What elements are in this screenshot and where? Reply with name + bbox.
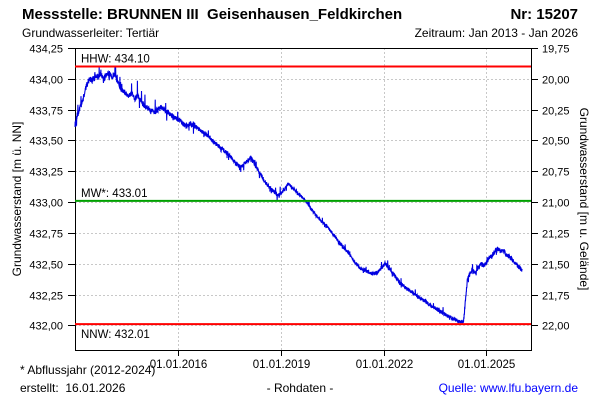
y-left-tick-label: 433,25 — [29, 167, 63, 179]
y-left-tick-label: 433,75 — [29, 106, 63, 118]
groundwater-series-line — [74, 66, 523, 325]
aquifer-label: Grundwasserleiter: Tertiär — [22, 26, 160, 40]
y-left-tick-label: 434,25 — [29, 44, 63, 56]
y-left-tick-label: 432,00 — [29, 321, 63, 333]
x-tick-label: 01.01.2019 — [253, 359, 311, 371]
nnw-reference-label: NNW: 432.01 — [81, 329, 150, 341]
y-right-tick-label: 21,50 — [542, 260, 570, 272]
mw-reference-label: MW*: 433.01 — [81, 188, 147, 200]
hhw-reference-label: HHW: 434.10 — [81, 53, 150, 65]
y-left-tick-label: 434,00 — [29, 75, 63, 87]
y-left-tick-label: 433,50 — [29, 136, 63, 148]
x-tick-label: 01.01.2016 — [150, 359, 208, 371]
period-label: Zeitraum: Jan 2013 - Jan 2026 — [414, 26, 578, 40]
y-right-tick-label: 20,25 — [542, 106, 570, 118]
y-right-tick-label: 22,00 — [542, 321, 570, 333]
x-tick-label: 01.01.2025 — [458, 359, 516, 371]
y-left-tick-label: 432,75 — [29, 229, 63, 241]
created-date: erstellt: 16.01.2026 — [20, 381, 126, 395]
y-right-tick-label: 20,00 — [542, 75, 570, 87]
y-right-tick-label: 21,75 — [542, 291, 570, 303]
page-title: Messstelle: BRUNNEN III Geisenhausen_Fel… — [22, 6, 403, 23]
y-right-tick-label: 20,50 — [542, 136, 570, 148]
data-type-label: - Rohdaten - — [266, 381, 334, 395]
station-number: Nr: 15207 — [510, 6, 578, 23]
y-right-tick-label: 20,75 — [542, 167, 570, 179]
y-left-tick-label: 433,00 — [29, 198, 63, 210]
y-left-tick-label: 432,25 — [29, 291, 63, 303]
y-right-tick-label: 19,75 — [542, 44, 570, 56]
x-tick-label: 01.01.2022 — [356, 359, 414, 371]
footnote: * Abflussjahr (2012-2024) — [20, 363, 156, 377]
y-left-tick-label: 432,50 — [29, 260, 63, 272]
plot-border — [75, 48, 532, 351]
y-right-tick-label: 21,25 — [542, 229, 570, 241]
source-link[interactable]: Quelle: www.lfu.bayern.de — [438, 381, 578, 395]
y-right-tick-label: 21,00 — [542, 198, 570, 210]
